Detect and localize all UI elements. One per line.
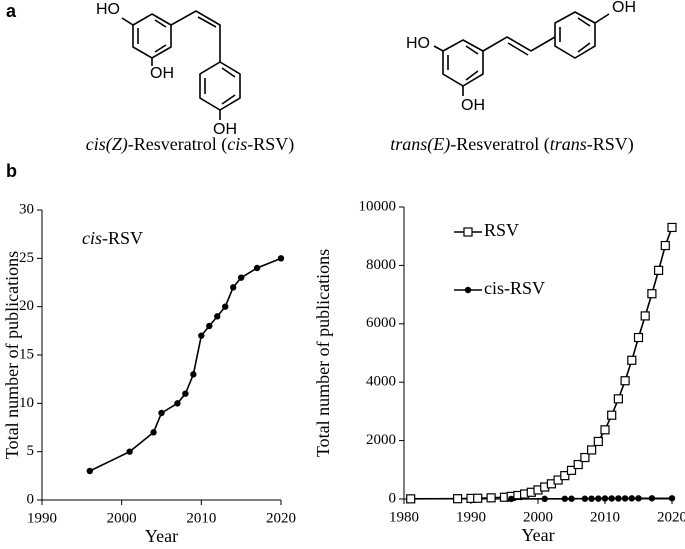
cis-structure: HO OH OH cis(Z)-Resveratrol (cis-RSV) [86, 1, 294, 155]
legend-label: cis-RSV [484, 278, 545, 298]
marker [660, 240, 670, 251]
marker [222, 303, 229, 310]
atom-label: OH [612, 0, 636, 16]
marker [628, 495, 635, 502]
y-tick-label: 0 [27, 491, 35, 507]
atom-label: OH [461, 97, 485, 114]
atom-label: HO [96, 1, 120, 18]
x-tick-label: 1990 [456, 509, 486, 525]
marker [473, 493, 483, 503]
marker [253, 264, 261, 272]
y-tick-label: 10 [19, 395, 34, 411]
y-tick-label: 30 [19, 201, 34, 217]
annotation: cis-RSV [82, 228, 143, 248]
x-tick-label: 1980 [389, 509, 419, 525]
marker [182, 390, 189, 397]
marker [607, 410, 617, 420]
marker [667, 222, 677, 233]
marker [615, 495, 622, 502]
y-tick-label: 5 [27, 443, 35, 459]
atom-label: HO [406, 35, 430, 52]
marker [668, 495, 676, 502]
marker [561, 495, 568, 502]
caption: trans(E)-Resveratrol (trans-RSV) [390, 134, 634, 155]
x-tick-label: 2020 [657, 509, 685, 525]
marker [206, 322, 213, 330]
x-tick-label: 2000 [107, 510, 137, 526]
marker [600, 425, 610, 435]
y-tick-label: 25 [19, 250, 34, 266]
marker [621, 495, 629, 502]
marker [573, 459, 583, 470]
marker [647, 289, 657, 299]
x-axis-title: Year [521, 525, 554, 545]
marker [453, 494, 463, 504]
marker [593, 436, 603, 447]
marker [601, 495, 609, 502]
y-tick-label: 15 [19, 346, 34, 362]
marker [508, 495, 515, 503]
marker [560, 471, 570, 481]
marker [566, 465, 577, 475]
y-axis-title: Total number of publications [313, 249, 333, 457]
y-tick-label: 6000 [366, 315, 396, 331]
x-tick-label: 2020 [266, 510, 296, 526]
marker [620, 376, 630, 386]
atom-label: OH [150, 65, 174, 82]
y-tick-label: 20 [19, 298, 34, 314]
annotation-part: cis [82, 228, 102, 248]
y-tick-label: 0 [389, 490, 397, 506]
x-tick-label: 2010 [590, 509, 620, 525]
marker [608, 495, 615, 502]
y-tick-label: 2000 [366, 432, 396, 448]
marker [463, 227, 473, 237]
marker [648, 495, 656, 502]
marker [580, 452, 590, 463]
x-tick-label: 2010 [186, 510, 216, 526]
marker [214, 313, 221, 320]
marker [174, 400, 181, 407]
marker [277, 255, 285, 262]
marker [613, 394, 624, 404]
y-tick-label: 8000 [366, 257, 396, 273]
marker [581, 495, 589, 502]
marker [586, 445, 597, 455]
series-line [89, 257, 282, 472]
marker [633, 332, 644, 343]
marker [406, 494, 416, 504]
y-axis-title: Total number of publications [2, 251, 22, 459]
marker [86, 467, 94, 475]
y-tick-label: 10000 [359, 198, 397, 214]
marker [640, 311, 650, 321]
marker [158, 409, 165, 417]
marker [198, 332, 205, 339]
x-tick-label: 1990 [27, 510, 57, 526]
marker [230, 284, 237, 291]
marker [541, 495, 548, 503]
y-tick-label: 4000 [366, 374, 396, 390]
marker [464, 286, 472, 294]
panel-label: a [6, 1, 17, 21]
legend-label: RSV [484, 220, 519, 240]
marker [627, 355, 637, 365]
caption: cis(Z)-Resveratrol (cis-RSV) [86, 134, 294, 155]
annotation-part: -RSV [102, 228, 143, 248]
x-tick-label: 2000 [523, 509, 553, 525]
marker [588, 495, 595, 502]
marker [635, 495, 642, 502]
x-axis-title: Year [145, 526, 178, 546]
marker [568, 495, 575, 502]
marker [237, 274, 245, 281]
atom-label: OH [213, 121, 237, 138]
trans-structure: HO OH OH trans(E)-Resveratrol (trans-RSV… [390, 0, 636, 155]
marker [653, 265, 664, 275]
marker [595, 495, 602, 502]
marker [126, 448, 133, 455]
panel-label: b [6, 161, 17, 181]
marker [150, 429, 157, 436]
marker [190, 371, 197, 378]
marker [486, 493, 496, 503]
